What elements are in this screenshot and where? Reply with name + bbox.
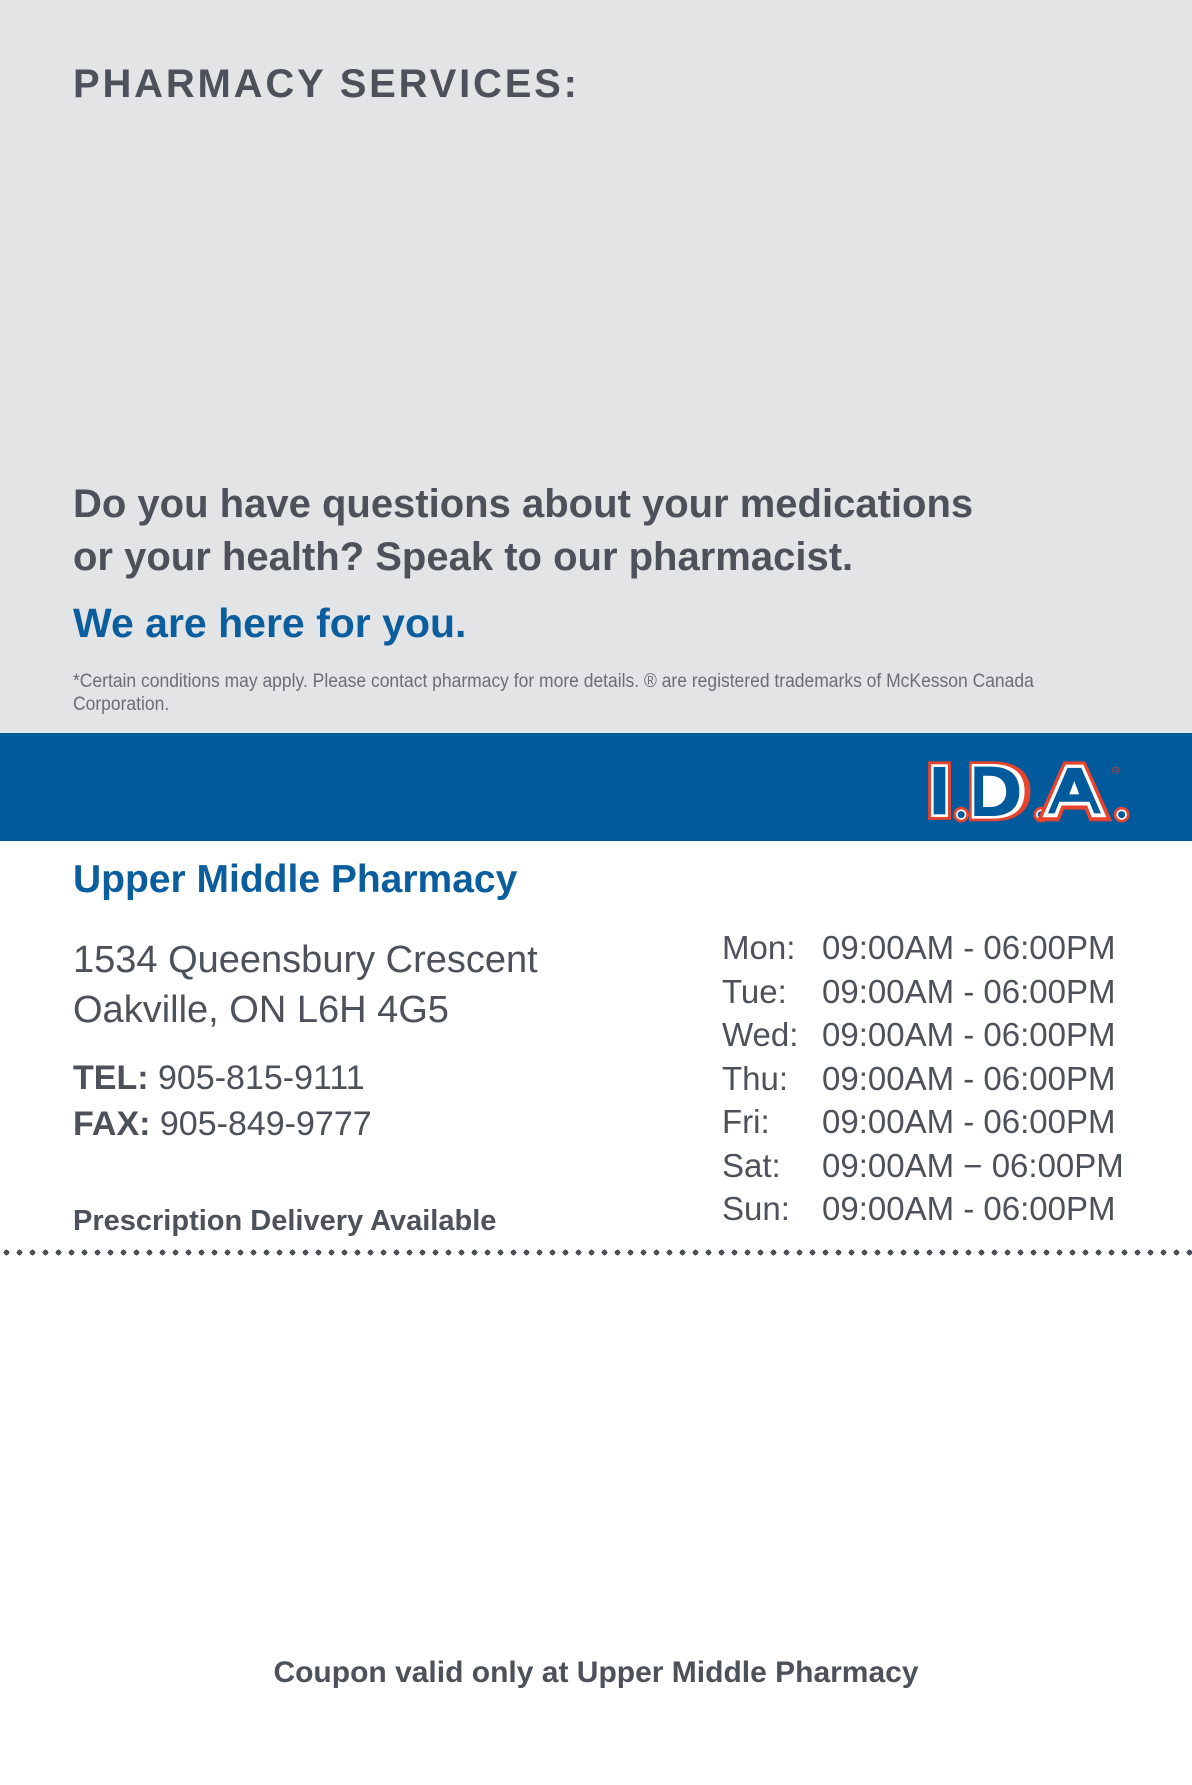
svg-text:R: R — [1115, 768, 1118, 772]
